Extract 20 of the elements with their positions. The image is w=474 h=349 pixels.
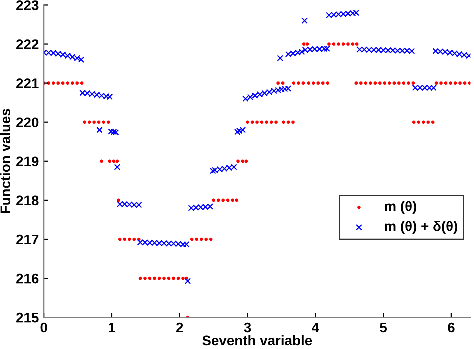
y-tick-label: 219 [16,156,39,167]
y-tick-label: 216 [16,274,39,284]
x-tick-label: 4 [312,322,320,333]
y-tick-label: 215 [16,312,39,323]
y-axis-title: Function values [0,109,11,214]
y-tick-label: 221 [16,78,39,88]
y-tick-label: 220 [16,118,39,128]
legend-label: m (θ) [385,201,416,214]
x-tick-label: 5 [380,322,388,333]
x-tick-label: 2 [176,322,184,333]
y-tick-label: 223 [16,0,39,10]
y-tick-label: 218 [16,196,39,206]
legend-label: m (θ) + δ(θ) [385,221,458,234]
x-axis-title: Seventh variable [202,335,312,346]
y-tick-label: 222 [16,40,39,50]
x-tick-label: 6 [448,322,455,333]
x-tick-label: 0 [40,322,48,333]
x-tick-label: 3 [244,322,252,333]
x-tick-label: 1 [108,322,116,333]
y-tick-label: 217 [16,234,39,245]
